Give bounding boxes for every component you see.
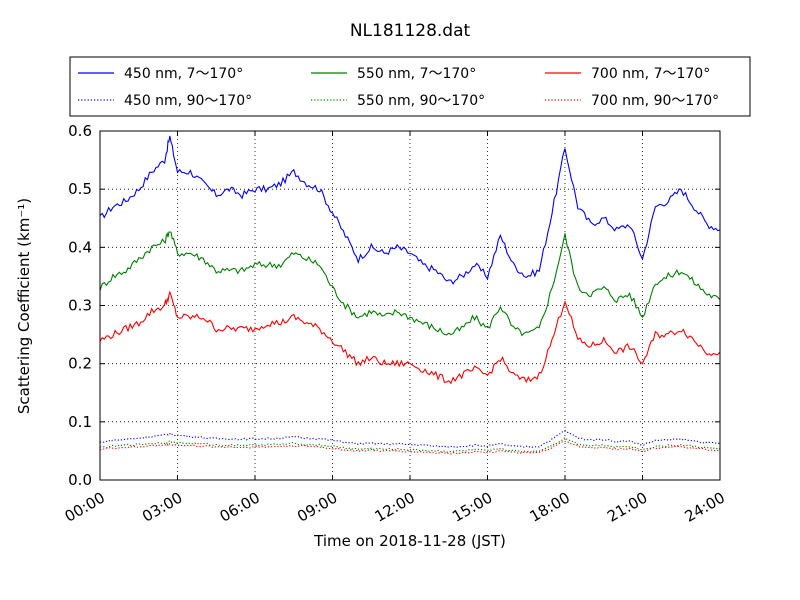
x-tick-label: 09:00: [294, 489, 340, 526]
y-tick-label: 0.0: [68, 471, 92, 489]
x-tick-label: 12:00: [372, 489, 418, 526]
x-axis: 00:00 03:00 06:00 09:00 12:00 15:00 18:00 21:00…: [62, 131, 728, 526]
legend-label: 550 nm, 90～170°: [357, 93, 485, 109]
y-tick-label: 0.2: [68, 355, 92, 373]
x-tick-label: 15:00: [449, 489, 495, 526]
legend: 450 nm, 7～170° 550 nm, 7～170° 700 nm, 7～17…: [69, 56, 751, 117]
x-tick-label: 03:00: [139, 489, 185, 526]
legend-box: [69, 56, 751, 117]
series-line: [99, 290, 721, 385]
legend-label: 450 nm, 7～170°: [124, 66, 243, 82]
y-tick-label: 0.3: [68, 297, 92, 315]
series-line: [99, 135, 721, 285]
x-tick-label: 24:00: [682, 489, 728, 526]
series-line: [99, 429, 721, 449]
y-tick-label: 0.5: [68, 180, 92, 198]
x-tick-label: 18:00: [527, 489, 573, 526]
x-tick-label: 21:00: [604, 489, 650, 526]
y-tick-label: 0.1: [68, 413, 92, 431]
x-tick-label: 06:00: [217, 489, 263, 526]
chart-title: NL181128.dat: [350, 21, 471, 41]
legend-label: 450 nm, 90～170°: [124, 93, 252, 109]
series-line: [99, 231, 721, 337]
series-line: [99, 436, 721, 453]
grid: [100, 131, 720, 480]
y-axis: 0.0 0.1 0.2 0.3 0.4 0.5 0.6: [68, 122, 720, 489]
y-tick-label: 0.4: [68, 238, 92, 256]
y-axis-label: Scattering Coefficient (km⁻¹): [15, 198, 33, 414]
x-tick-label: 00:00: [62, 489, 108, 526]
legend-label: 550 nm, 7～170°: [357, 66, 476, 82]
y-tick-label: 0.6: [68, 122, 92, 140]
legend-label: 700 nm, 90～170°: [591, 93, 719, 109]
x-axis-label: Time on 2018-11-28 (JST): [313, 532, 506, 550]
series-layer: [99, 135, 721, 455]
legend-label: 700 nm, 7～170°: [591, 66, 710, 82]
